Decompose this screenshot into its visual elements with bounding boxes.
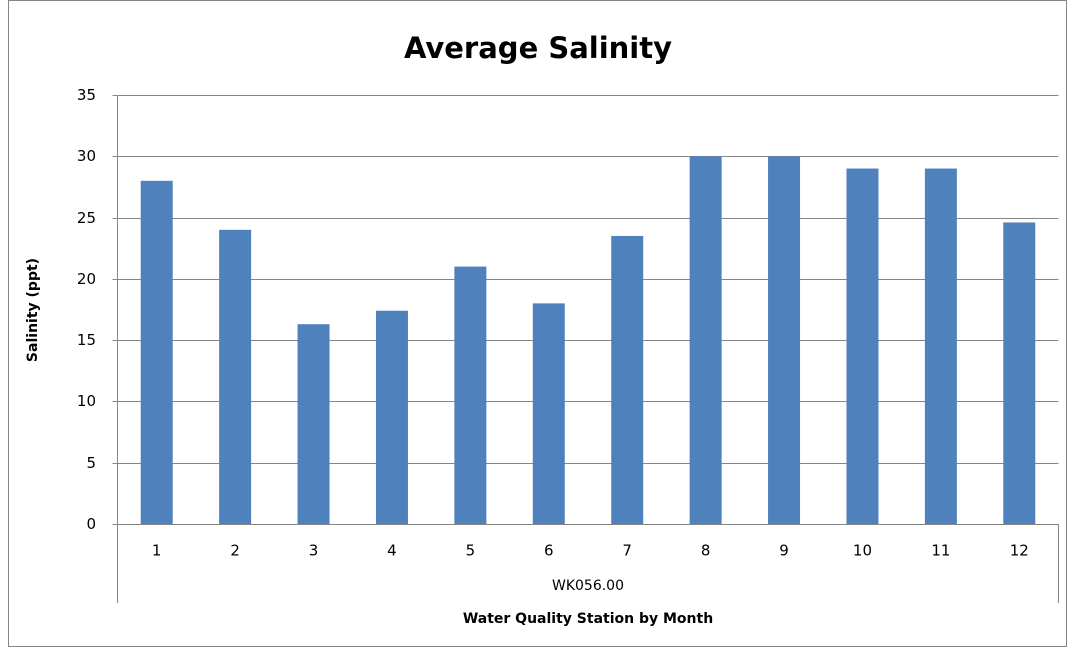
x-tick-label: 7	[622, 542, 632, 560]
bar	[532, 303, 565, 524]
x-axis-label: Water Quality Station by Month	[463, 611, 713, 627]
bar	[689, 156, 722, 525]
bar	[611, 235, 644, 524]
bar	[924, 168, 957, 525]
y-tick-label: 35	[77, 86, 96, 104]
bar	[1003, 222, 1036, 524]
bar	[454, 266, 487, 524]
y-tick-label: 25	[77, 209, 96, 227]
y-tick-label: 10	[77, 392, 96, 410]
y-tick-label: 0	[86, 515, 96, 533]
x-tick-label: 8	[701, 542, 711, 560]
y-axis-label: Salinity (ppt)	[25, 258, 41, 362]
y-tick-label: 20	[77, 270, 96, 288]
x-tick-label: 12	[1010, 542, 1029, 560]
y-tick-label: 30	[77, 147, 96, 165]
x-tick-label: 11	[931, 542, 950, 560]
x-tick-label: 9	[779, 542, 789, 560]
x-tick-label: 6	[544, 542, 554, 560]
x-tick-label: 10	[853, 542, 872, 560]
chart-title: Average Salinity	[404, 31, 672, 65]
x-tick-label: 4	[387, 542, 397, 560]
bar	[219, 229, 252, 525]
bar	[375, 310, 408, 524]
x-tick-label: 1	[152, 542, 162, 560]
x-tick-label: 5	[466, 542, 476, 560]
bar	[768, 156, 801, 525]
bar	[297, 324, 330, 524]
y-tick-label: 5	[86, 454, 96, 472]
group-label: WK056.00	[552, 578, 624, 594]
bar	[846, 168, 879, 525]
x-tick-label: 3	[309, 542, 319, 560]
y-tick-label: 15	[77, 331, 96, 349]
x-tick-label: 2	[230, 542, 240, 560]
bar	[140, 180, 173, 525]
